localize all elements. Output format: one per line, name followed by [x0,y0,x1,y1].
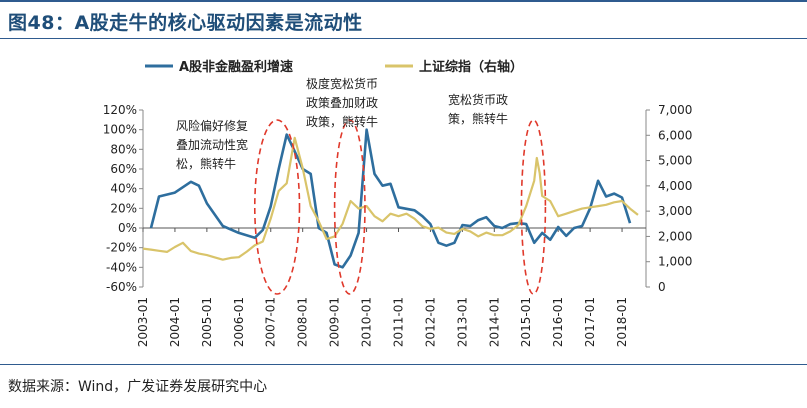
annotation-2-line: 政策叠加财政 [306,96,378,110]
annotation-2-line: 极度宽松货币 [306,76,378,91]
x-tick-label: 2017-01 [583,297,597,347]
x-tick-label: 2012-01 [423,297,437,347]
x-tick-label: 2015-01 [519,297,533,347]
left-tick-label: -60% [106,280,137,294]
x-tick-label: 2018-01 [615,297,629,347]
annotation-1-line: 叠加流动性宽 [176,137,248,152]
annotation-2-line: 政策，熊转牛 [306,114,378,129]
x-tick-label: 2003-01 [136,297,150,347]
left-tick-label: -20% [106,241,137,255]
x-tick-label: 2009-01 [328,297,342,347]
footer-divider [0,364,807,365]
x-tick-label: 2013-01 [455,297,469,347]
header-divider [0,38,807,39]
x-tick-label: 2005-01 [200,297,214,347]
right-tick-label: 4,000 [658,179,692,193]
left-tick-label: 60% [110,162,137,176]
annotation-3-line: 策，熊转牛 [448,111,508,126]
left-tick-label: 20% [110,201,137,215]
x-tick-label: 2016-01 [551,297,565,347]
figure-header: 图48：A股走牛的核心驱动因素是流动性 [0,0,807,40]
source-note: 数据来源：Wind，广发证券发展研究中心 [8,379,268,395]
x-tick-label: 2008-01 [296,297,310,347]
x-tick-label: 2010-01 [360,297,374,347]
chart-canvas: -60% -40% -20% 0% 20% 40% 60% 80% 100% 120% 0 1,000… [103,59,693,347]
x-tick-label: 2004-01 [168,297,182,347]
x-tick-label: 2007-01 [264,297,278,347]
earnings-growth-line [149,128,632,269]
left-tick-label: 120% [103,103,137,117]
highlight-ellipse-1 [253,119,301,295]
right-tick-label: 3,000 [658,204,692,218]
right-tick-label: 7,000 [658,103,692,117]
right-tick-label: 1,000 [658,255,692,269]
x-tick-label: 2006-01 [232,297,246,347]
x-tick-label: 2014-01 [487,297,501,347]
legend-index-label: 上证综指（右轴） [419,59,523,75]
left-tick-label: 40% [110,182,137,196]
annotation-3-line: 宽松货币政 [448,92,508,107]
legend-earnings-label: A股非金融盈利增速 [179,59,293,75]
left-tick-label: 80% [110,142,137,156]
figure-title: 图48：A股走牛的核心驱动因素是流动性 [8,12,363,34]
highlight-ellipse-3 [520,119,547,295]
left-tick-label: 100% [103,123,137,137]
annotation-1-line: 风险偏好修复 [176,118,248,133]
annotation-1-line: 松，熊转牛 [176,156,236,171]
right-tick-label: 6,000 [658,128,692,142]
right-tick-label: 2,000 [658,229,692,243]
shanghai-index-line [142,136,639,261]
x-tick-label: 2011-01 [391,297,405,347]
right-tick-label: 0 [658,280,666,294]
left-tick-label: 0% [118,221,137,235]
right-tick-label: 5,000 [658,154,692,168]
highlight-ellipse-2 [333,119,366,295]
left-tick-label: -40% [106,260,137,274]
